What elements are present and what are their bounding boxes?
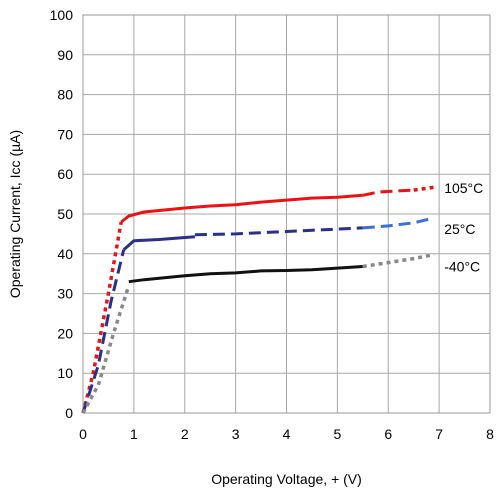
x-axis-label: Operating Voltage, + (V) <box>211 471 362 487</box>
x-tick-label: 1 <box>130 426 138 442</box>
series-line-segment <box>362 252 435 269</box>
series-labels: 105°C 25°C -40°C <box>444 180 483 275</box>
x-tick-label: 5 <box>333 426 341 442</box>
y-tick-label: 40 <box>57 246 73 262</box>
series-line-segment <box>194 226 363 237</box>
x-tick-label: 4 <box>283 426 291 442</box>
y-tick-label: 10 <box>57 365 73 381</box>
series-line-segment <box>413 185 435 192</box>
series-2 <box>81 252 435 414</box>
x-tick-labels: 0 1 2 3 4 5 6 7 8 <box>79 426 494 442</box>
y-tick-label: 30 <box>57 286 73 302</box>
series-line-segment <box>81 285 131 414</box>
series-1 <box>81 216 435 414</box>
series-line-segment <box>81 249 126 414</box>
x-tick-label: 2 <box>181 426 189 442</box>
y-tick-label: 80 <box>57 87 73 103</box>
y-tick-label: 100 <box>50 7 74 23</box>
y-tick-label: 70 <box>57 126 73 142</box>
grid <box>82 14 491 414</box>
series-line-segment <box>362 216 435 230</box>
y-tick-label: 0 <box>65 405 73 421</box>
x-tick-label: 7 <box>435 426 443 442</box>
series-line-segment <box>81 221 123 414</box>
series-label: -40°C <box>444 259 480 275</box>
y-tick-label: 90 <box>57 47 73 63</box>
y-axis-label: Operating Current, Icc (µA) <box>7 130 23 298</box>
x-tick-label: 0 <box>79 426 87 442</box>
series-label: 105°C <box>444 180 483 196</box>
series-label: 25°C <box>444 221 475 237</box>
plot-frame <box>82 14 491 414</box>
series-line-segment <box>128 265 363 284</box>
series-lines <box>81 185 435 414</box>
series-0 <box>81 185 435 414</box>
x-tick-label: 3 <box>232 426 240 442</box>
x-tick-label: 8 <box>486 426 494 442</box>
series-line-segment <box>122 235 196 251</box>
y-tick-labels: 0 10 20 30 40 50 60 70 80 90 100 <box>50 7 74 421</box>
y-tick-label: 50 <box>57 206 73 222</box>
x-tick-label: 6 <box>384 426 392 442</box>
y-tick-label: 60 <box>57 166 73 182</box>
y-tick-label: 20 <box>57 325 73 341</box>
series-line-segment <box>362 188 414 197</box>
series-line-segment <box>120 193 363 224</box>
